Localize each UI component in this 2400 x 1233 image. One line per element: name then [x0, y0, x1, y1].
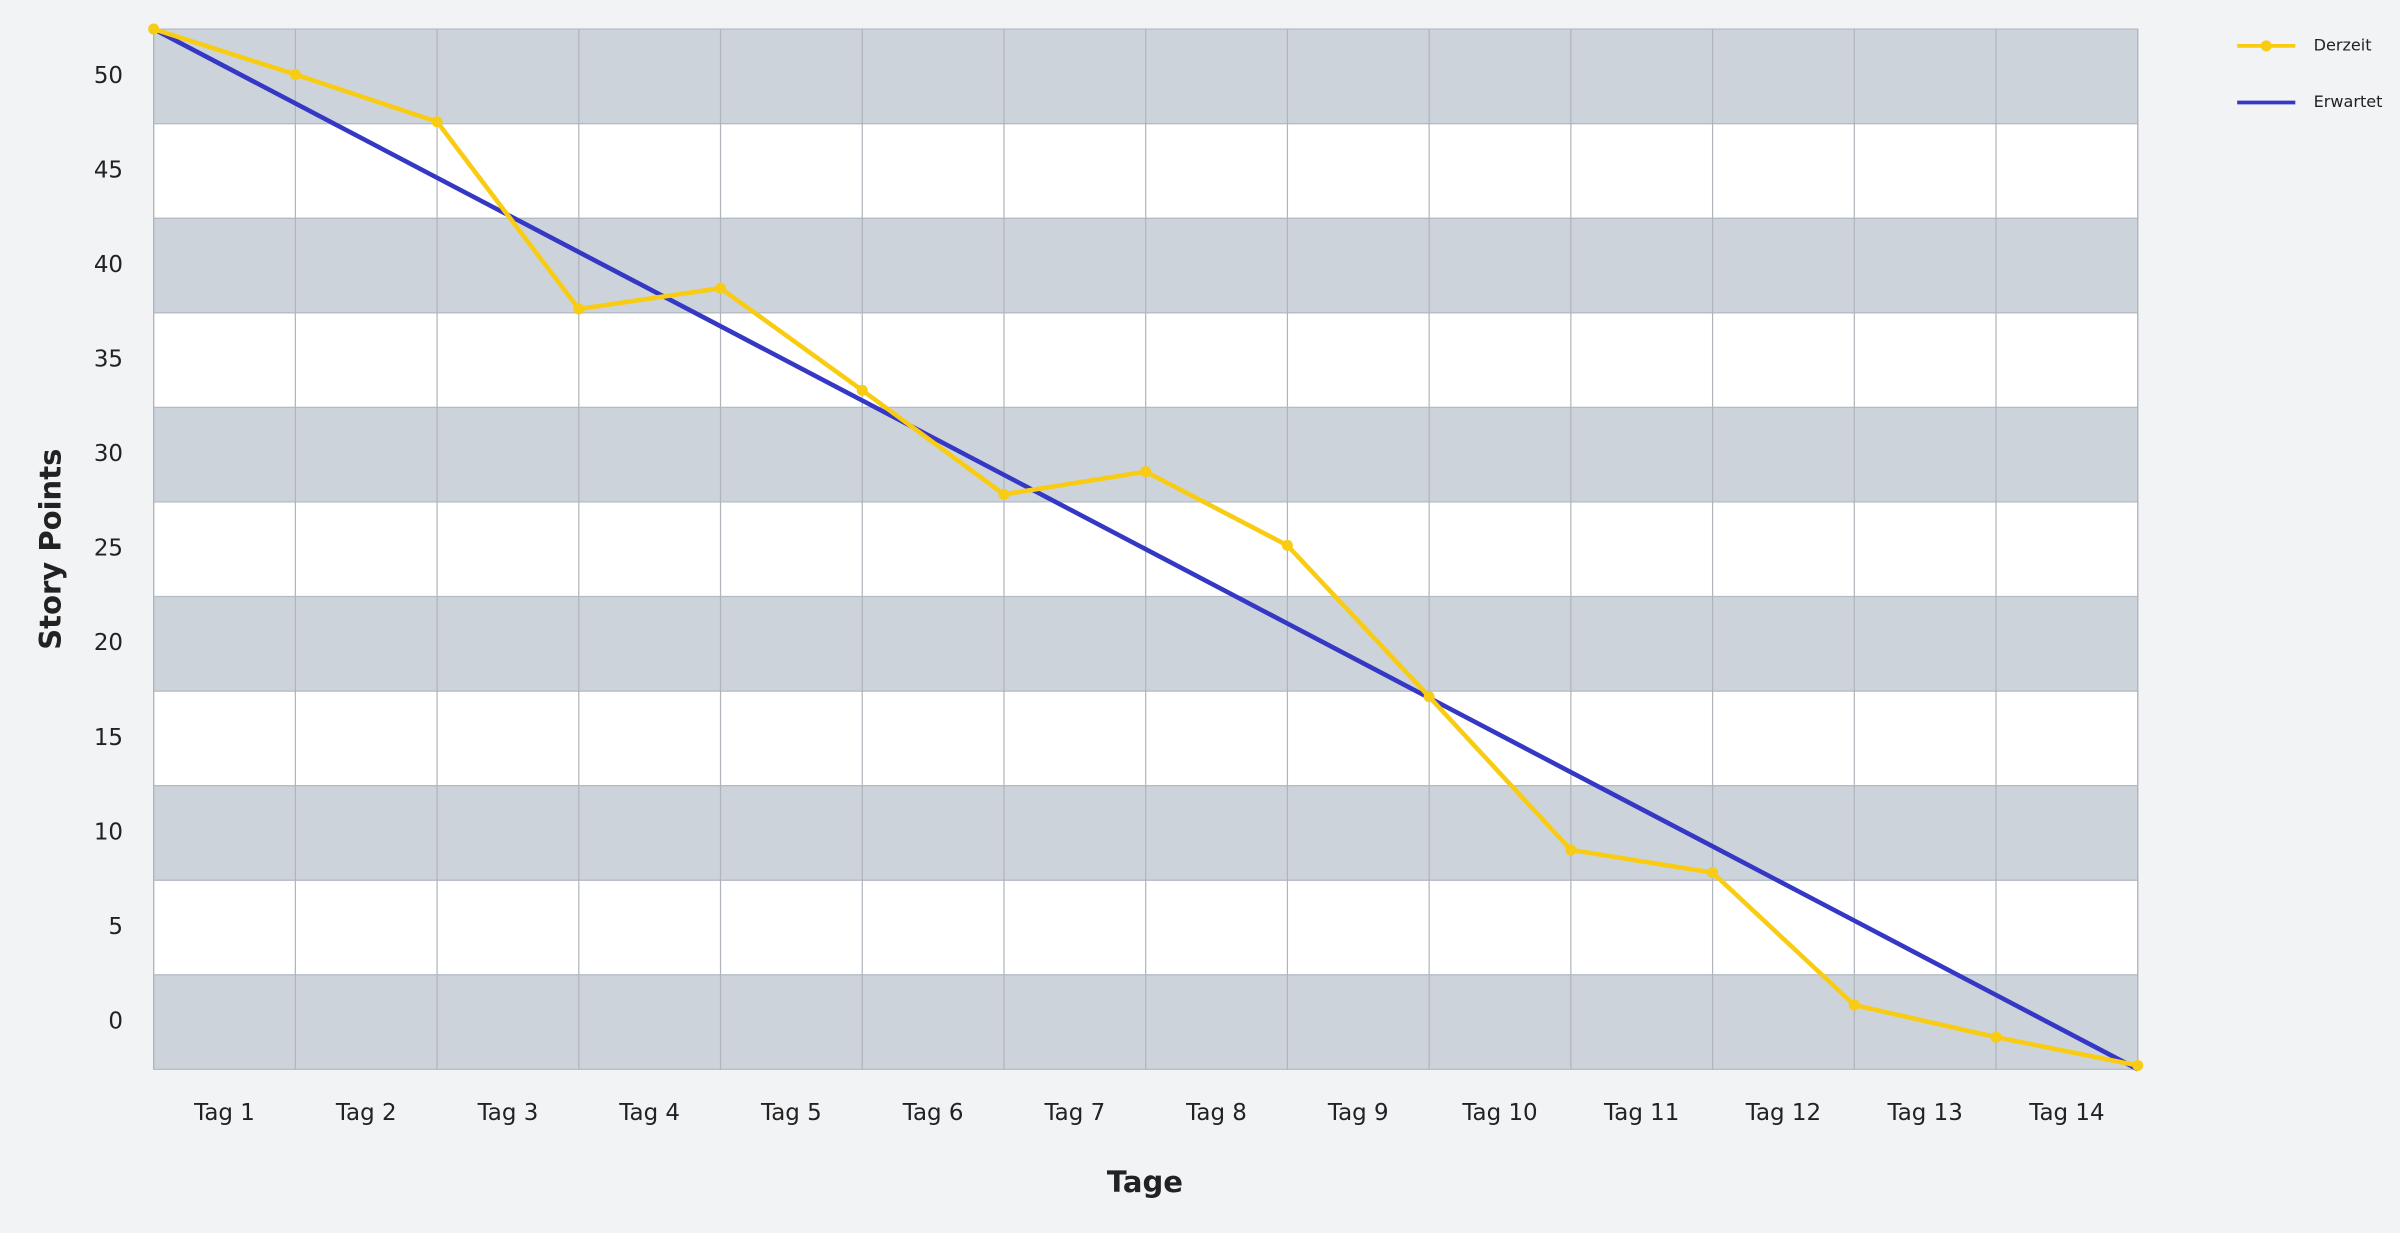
data-point [998, 488, 1010, 500]
y-tick-label: 30 [94, 441, 123, 467]
x-tick-label: Tag 1 [193, 1100, 255, 1126]
x-tick-label: Tag 3 [477, 1100, 539, 1126]
data-point [1565, 844, 1577, 856]
x-tick-label: Tag 5 [760, 1100, 822, 1126]
y-tick-label: 0 [108, 1009, 123, 1035]
data-point [715, 282, 727, 294]
data-point [1848, 999, 1860, 1011]
data-point [1707, 867, 1719, 879]
data-point [1140, 466, 1152, 478]
y-tick-label: 35 [94, 347, 123, 373]
data-point [856, 384, 868, 396]
data-point [2132, 1060, 2144, 1072]
data-point [289, 68, 301, 80]
x-tick-label: Tag 6 [902, 1100, 964, 1126]
data-point [1990, 1031, 2002, 1043]
x-tick-label: Tag 13 [1887, 1100, 1963, 1126]
x-tick-label: Tag 12 [1745, 1100, 1821, 1126]
data-point [573, 303, 585, 315]
y-tick-label: 10 [94, 819, 123, 845]
y-tick-label: 40 [94, 252, 123, 278]
x-tick-label: Tag 2 [335, 1100, 397, 1126]
y-tick-label: 50 [94, 63, 123, 89]
series-line [152, 27, 2139, 1072]
x-axis-title: Tage [1107, 1165, 1183, 1199]
y-tick-label: 15 [94, 725, 123, 751]
data-point [431, 116, 443, 128]
x-tick-label: Tag 9 [1327, 1100, 1389, 1126]
data-point [148, 23, 160, 35]
legend-label: Derzeit [2314, 35, 2372, 54]
data-point [1281, 539, 1293, 551]
x-tick-label: Tag 10 [1461, 1100, 1537, 1126]
x-tick-label: Tag 8 [1185, 1100, 1247, 1126]
legend-marker [2260, 40, 2272, 52]
data-point [1423, 691, 1435, 703]
y-tick-label: 5 [108, 914, 123, 940]
y-tick-label: 25 [94, 536, 123, 562]
legend-label: Erwartet [2314, 92, 2383, 111]
x-tick-label: Tag 11 [1603, 1100, 1679, 1126]
x-tick-label: Tag 14 [2028, 1100, 2104, 1126]
x-tick-label: Tag 4 [618, 1100, 680, 1126]
y-tick-label: 45 [94, 157, 123, 183]
y-axis-title: Story Points [34, 449, 68, 650]
x-tick-label: Tag 7 [1043, 1100, 1105, 1126]
y-tick-label: 20 [94, 630, 123, 656]
